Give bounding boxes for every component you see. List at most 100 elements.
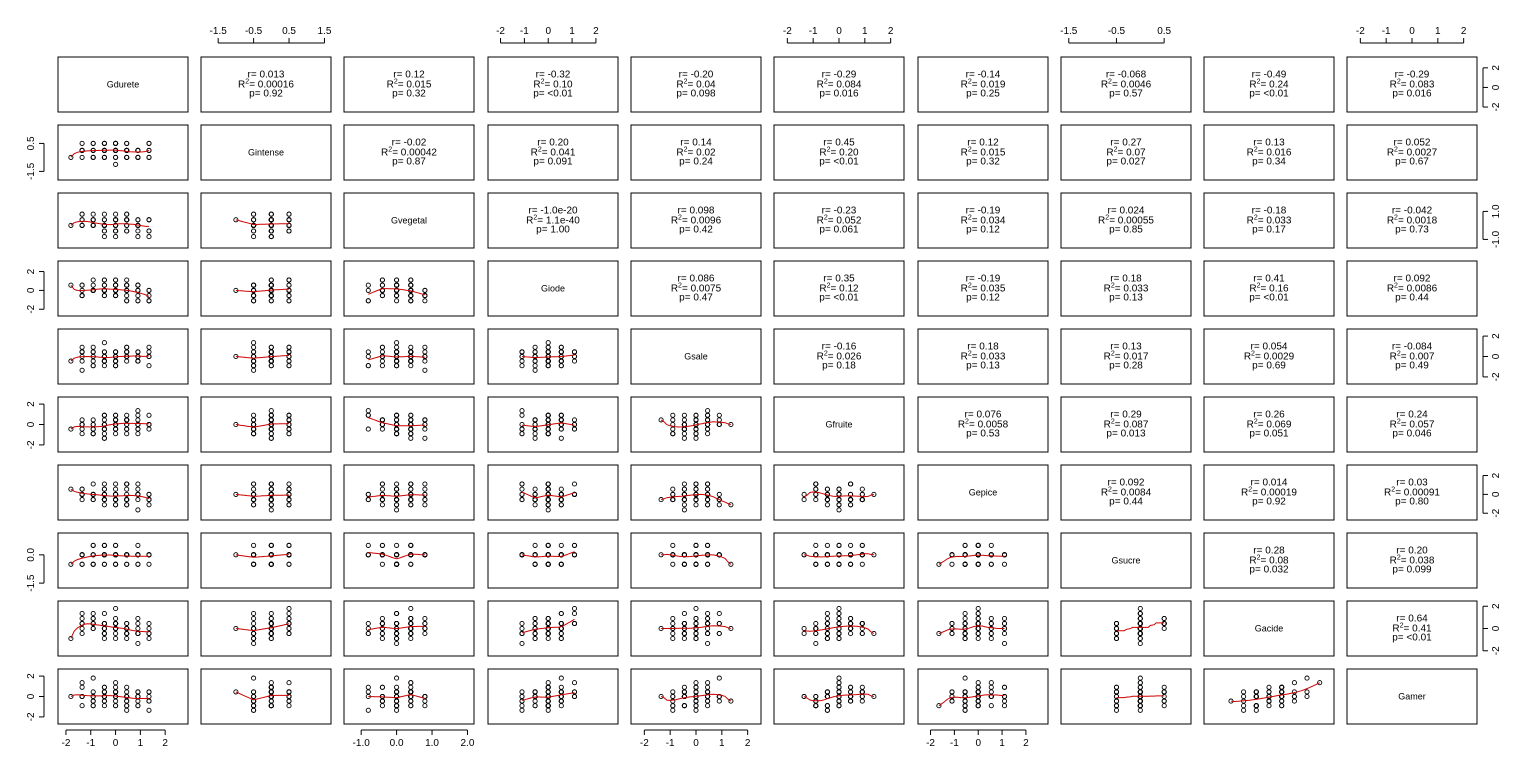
data-point — [101, 630, 107, 637]
data-point — [79, 282, 85, 288]
smoother-line — [70, 422, 149, 430]
data-point — [532, 620, 538, 627]
data-point — [251, 693, 257, 700]
data-point — [286, 486, 292, 492]
variable-label-Giode: Giode — [541, 284, 565, 294]
data-point — [716, 502, 722, 508]
r-squared-label: R2= 0.017 — [1104, 351, 1149, 363]
data-point — [716, 693, 722, 700]
data-point — [558, 502, 564, 508]
data-point — [135, 481, 141, 487]
data-point — [268, 282, 274, 288]
panel-Gamer-vs-Gsale — [630, 668, 762, 725]
data-point — [90, 561, 96, 567]
bottom-axis-Gepice: -2 -1 0 1 2 — [926, 729, 1029, 749]
smoother-line — [368, 494, 425, 498]
data-point — [1137, 684, 1143, 690]
tick-label: -2 — [26, 440, 37, 449]
right-axis-Gsale: -2 0 2 — [1482, 333, 1502, 381]
panel-Gintense-vs-Gintense: Gintense — [200, 124, 332, 181]
r-squared-label: R2= 0.16 — [1249, 283, 1289, 295]
data-point — [135, 154, 141, 160]
smoother-line — [235, 288, 290, 293]
data-point — [135, 234, 141, 240]
correlation-r-label: r= 0.20 — [537, 138, 569, 149]
panel-frame — [487, 124, 619, 181]
data-point — [545, 358, 551, 364]
data-point — [146, 561, 152, 567]
data-point — [251, 630, 257, 637]
data-point — [101, 481, 107, 487]
p-value-label: p= 0.032 — [1249, 565, 1289, 576]
data-point — [670, 630, 676, 637]
correlation-r-label: r= 0.014 — [1251, 478, 1288, 489]
r-squared-label: R2= 0.069 — [1247, 419, 1292, 431]
data-point — [394, 298, 400, 304]
data-point — [124, 154, 130, 160]
panel-frame — [630, 192, 762, 249]
r-squared-label: R2= 0.0084 — [1101, 487, 1152, 499]
correlation-r-label: r= -0.042 — [1392, 206, 1433, 217]
data-point — [408, 298, 414, 304]
data-point — [558, 497, 564, 503]
data-point — [101, 610, 107, 617]
data-point — [408, 680, 414, 686]
panel-frame — [773, 56, 905, 113]
data-point — [146, 625, 152, 632]
panel-frame — [630, 328, 762, 385]
panel-Gsale-vs-Giode — [487, 328, 619, 385]
data-point — [1137, 615, 1143, 622]
data-point — [693, 552, 699, 558]
panel-Gacide-vs-Gintense — [200, 600, 332, 657]
data-point — [975, 605, 981, 612]
data-point — [268, 426, 274, 432]
data-point — [365, 707, 371, 713]
smoother-line — [70, 488, 150, 500]
r-squared-label: R2= 0.08 — [1249, 555, 1289, 567]
tick-label: 0 — [975, 738, 981, 749]
panel-frame — [1203, 260, 1335, 317]
panel-Gepice-vs-Gvegetal — [343, 464, 475, 521]
tick-label: -2 — [496, 26, 505, 37]
data-point — [286, 630, 292, 637]
data-point — [79, 625, 85, 632]
data-point — [113, 282, 119, 288]
data-point — [571, 491, 578, 497]
tick-label: -1.0 — [353, 738, 371, 749]
smoother-line — [521, 551, 575, 558]
panel-Gsucre-vs-Gvegetal — [343, 532, 475, 589]
panel-frame — [917, 464, 1049, 521]
r-squared-label: R2= 0.057 — [1390, 419, 1435, 431]
correlation-r-label: r= 0.092 — [1108, 478, 1145, 489]
data-point — [532, 615, 538, 622]
top-axis-Gamer: -2 -1 0 1 2 — [1356, 26, 1467, 44]
data-point — [571, 481, 578, 487]
data-point — [422, 497, 428, 503]
data-point — [975, 610, 981, 617]
data-point — [124, 228, 130, 234]
data-point — [101, 542, 107, 548]
panel-Gepice-vs-Gepice: Gepice — [917, 464, 1049, 521]
panel-Gsucre-vs-Giode — [487, 532, 619, 589]
data-point — [379, 502, 385, 508]
data-point — [113, 486, 119, 492]
smoother-line — [1116, 622, 1165, 632]
data-point — [394, 340, 400, 346]
data-point — [286, 610, 292, 617]
left-axis-Gamer: -2 0 2 — [26, 673, 45, 721]
panel-frame — [57, 56, 189, 113]
data-point — [705, 610, 711, 617]
data-point — [558, 610, 564, 617]
data-point — [1001, 703, 1008, 709]
data-point — [545, 615, 551, 622]
data-point — [408, 542, 414, 548]
data-point — [394, 552, 400, 558]
p-value-label: p= 0.016 — [819, 89, 859, 100]
data-point — [949, 561, 955, 567]
tick-label: -1.0 — [1491, 230, 1502, 248]
